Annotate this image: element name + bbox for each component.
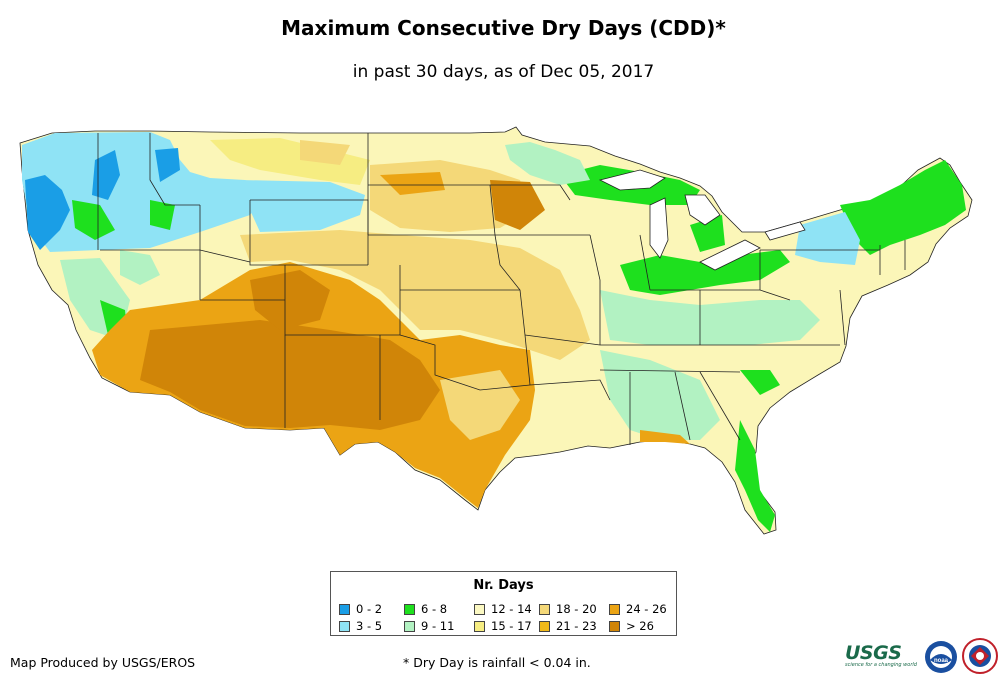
usgs-logo-text: USGS [845, 642, 902, 664]
legend-swatch [609, 621, 620, 632]
legend-label: 3 - 5 [356, 619, 383, 633]
legend-label: 15 - 17 [491, 619, 532, 633]
legend: Nr. Days 0 - 2 3 - 5 6 - 8 9 - 11 12 - 14 15 … [330, 571, 677, 636]
zone-orange-southwest [92, 262, 535, 508]
legend-item: 24 - 26 [609, 602, 667, 616]
legend-item: 21 - 23 [539, 619, 597, 633]
legend-title: Nr. Days [473, 578, 534, 593]
legend-label: 24 - 26 [626, 602, 667, 616]
legend-swatch [339, 621, 350, 632]
noaa-logo: noaa [924, 640, 958, 678]
legend-item: > 26 [609, 619, 654, 633]
legend-swatch [474, 621, 485, 632]
legend-swatch [404, 604, 415, 615]
great-lakes [598, 169, 806, 271]
zone-green-northwest [60, 200, 175, 340]
legend-label: 12 - 14 [491, 602, 532, 616]
legend-swatch [539, 621, 550, 632]
legend-item: 12 - 14 [474, 602, 532, 616]
state-borders [97, 133, 906, 445]
zone-yellow-plains [210, 138, 590, 360]
legend-swatch [609, 604, 620, 615]
map-subtitle: in past 30 days, as of Dec 05, 2017 [352, 62, 655, 82]
dry-day-note: * Dry Day is rainfall < 0.04 in. [403, 655, 591, 670]
zone-greens-east [505, 142, 966, 532]
nws-logo [962, 638, 998, 678]
map-credit: Map Produced by USGS/EROS [10, 655, 196, 670]
legend-label: 9 - 11 [421, 619, 455, 633]
map-title: Maximum Consecutive Dry Days (CDD)* [281, 16, 726, 40]
legend-label: > 26 [626, 619, 654, 633]
legend-swatch [404, 621, 415, 632]
legend-item: 15 - 17 [474, 619, 532, 633]
usgs-logo: USGS science for a changing world [845, 642, 917, 668]
legend-item: 18 - 20 [539, 602, 597, 616]
legend-item: 0 - 2 [339, 602, 382, 616]
legend-item: 3 - 5 [339, 619, 382, 633]
us-cdd-map [19, 126, 973, 535]
legend-swatch [539, 604, 550, 615]
noaa-logo-text: noaa [934, 658, 949, 664]
legend-label: 0 - 2 [356, 602, 383, 616]
legend-label: 6 - 8 [421, 602, 448, 616]
legend-label: 21 - 23 [556, 619, 597, 633]
legend-swatch [474, 604, 485, 615]
usgs-tagline: science for a changing world [845, 662, 917, 668]
legend-label: 18 - 20 [556, 602, 597, 616]
legend-item: 9 - 11 [404, 619, 454, 633]
legend-swatch [339, 604, 350, 615]
legend-item: 6 - 8 [404, 602, 447, 616]
